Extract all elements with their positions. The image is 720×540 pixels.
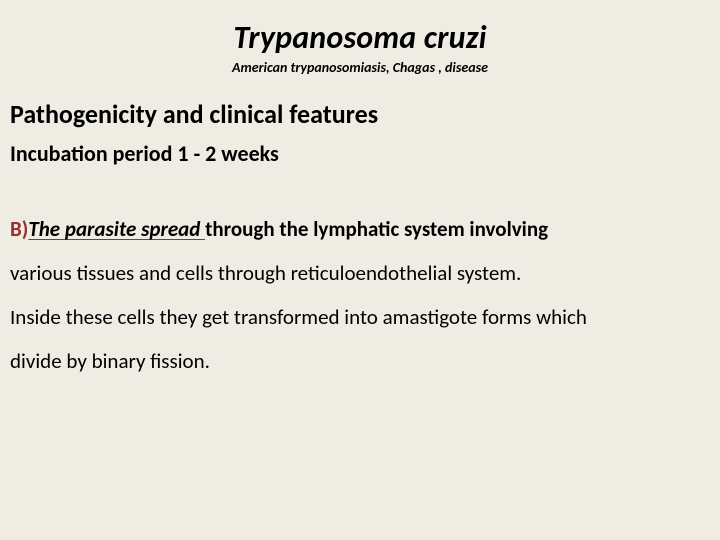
incubation-value: 1 - 2 weeks [172,140,278,167]
body-paragraph-3: Inside these cells they get transformed … [10,295,710,339]
disease-subtitle: American trypanosomiasis, Chagas , disea… [10,59,710,76]
body-paragraph-1: B)The parasite spread through the lympha… [10,207,710,251]
body-paragraph-2: various tissues and cells through reticu… [10,251,710,295]
incubation-label: Incubation period [10,140,172,167]
item-b-marker: B) [10,216,28,242]
incubation-line: Incubation period 1 - 2 weeks [10,140,710,167]
parasite-spread-underlined: The parasite spread [28,216,205,242]
section-heading: Pathogenicity and clinical features [10,98,710,130]
body-paragraph-4: divide by binary fission. [10,339,710,383]
organism-title: Trypanosoma cruzi [10,18,710,57]
slide: Trypanosoma cruzi American trypanosomias… [0,0,720,540]
body-line1-rest: through the lymphatic system involving [205,216,548,242]
